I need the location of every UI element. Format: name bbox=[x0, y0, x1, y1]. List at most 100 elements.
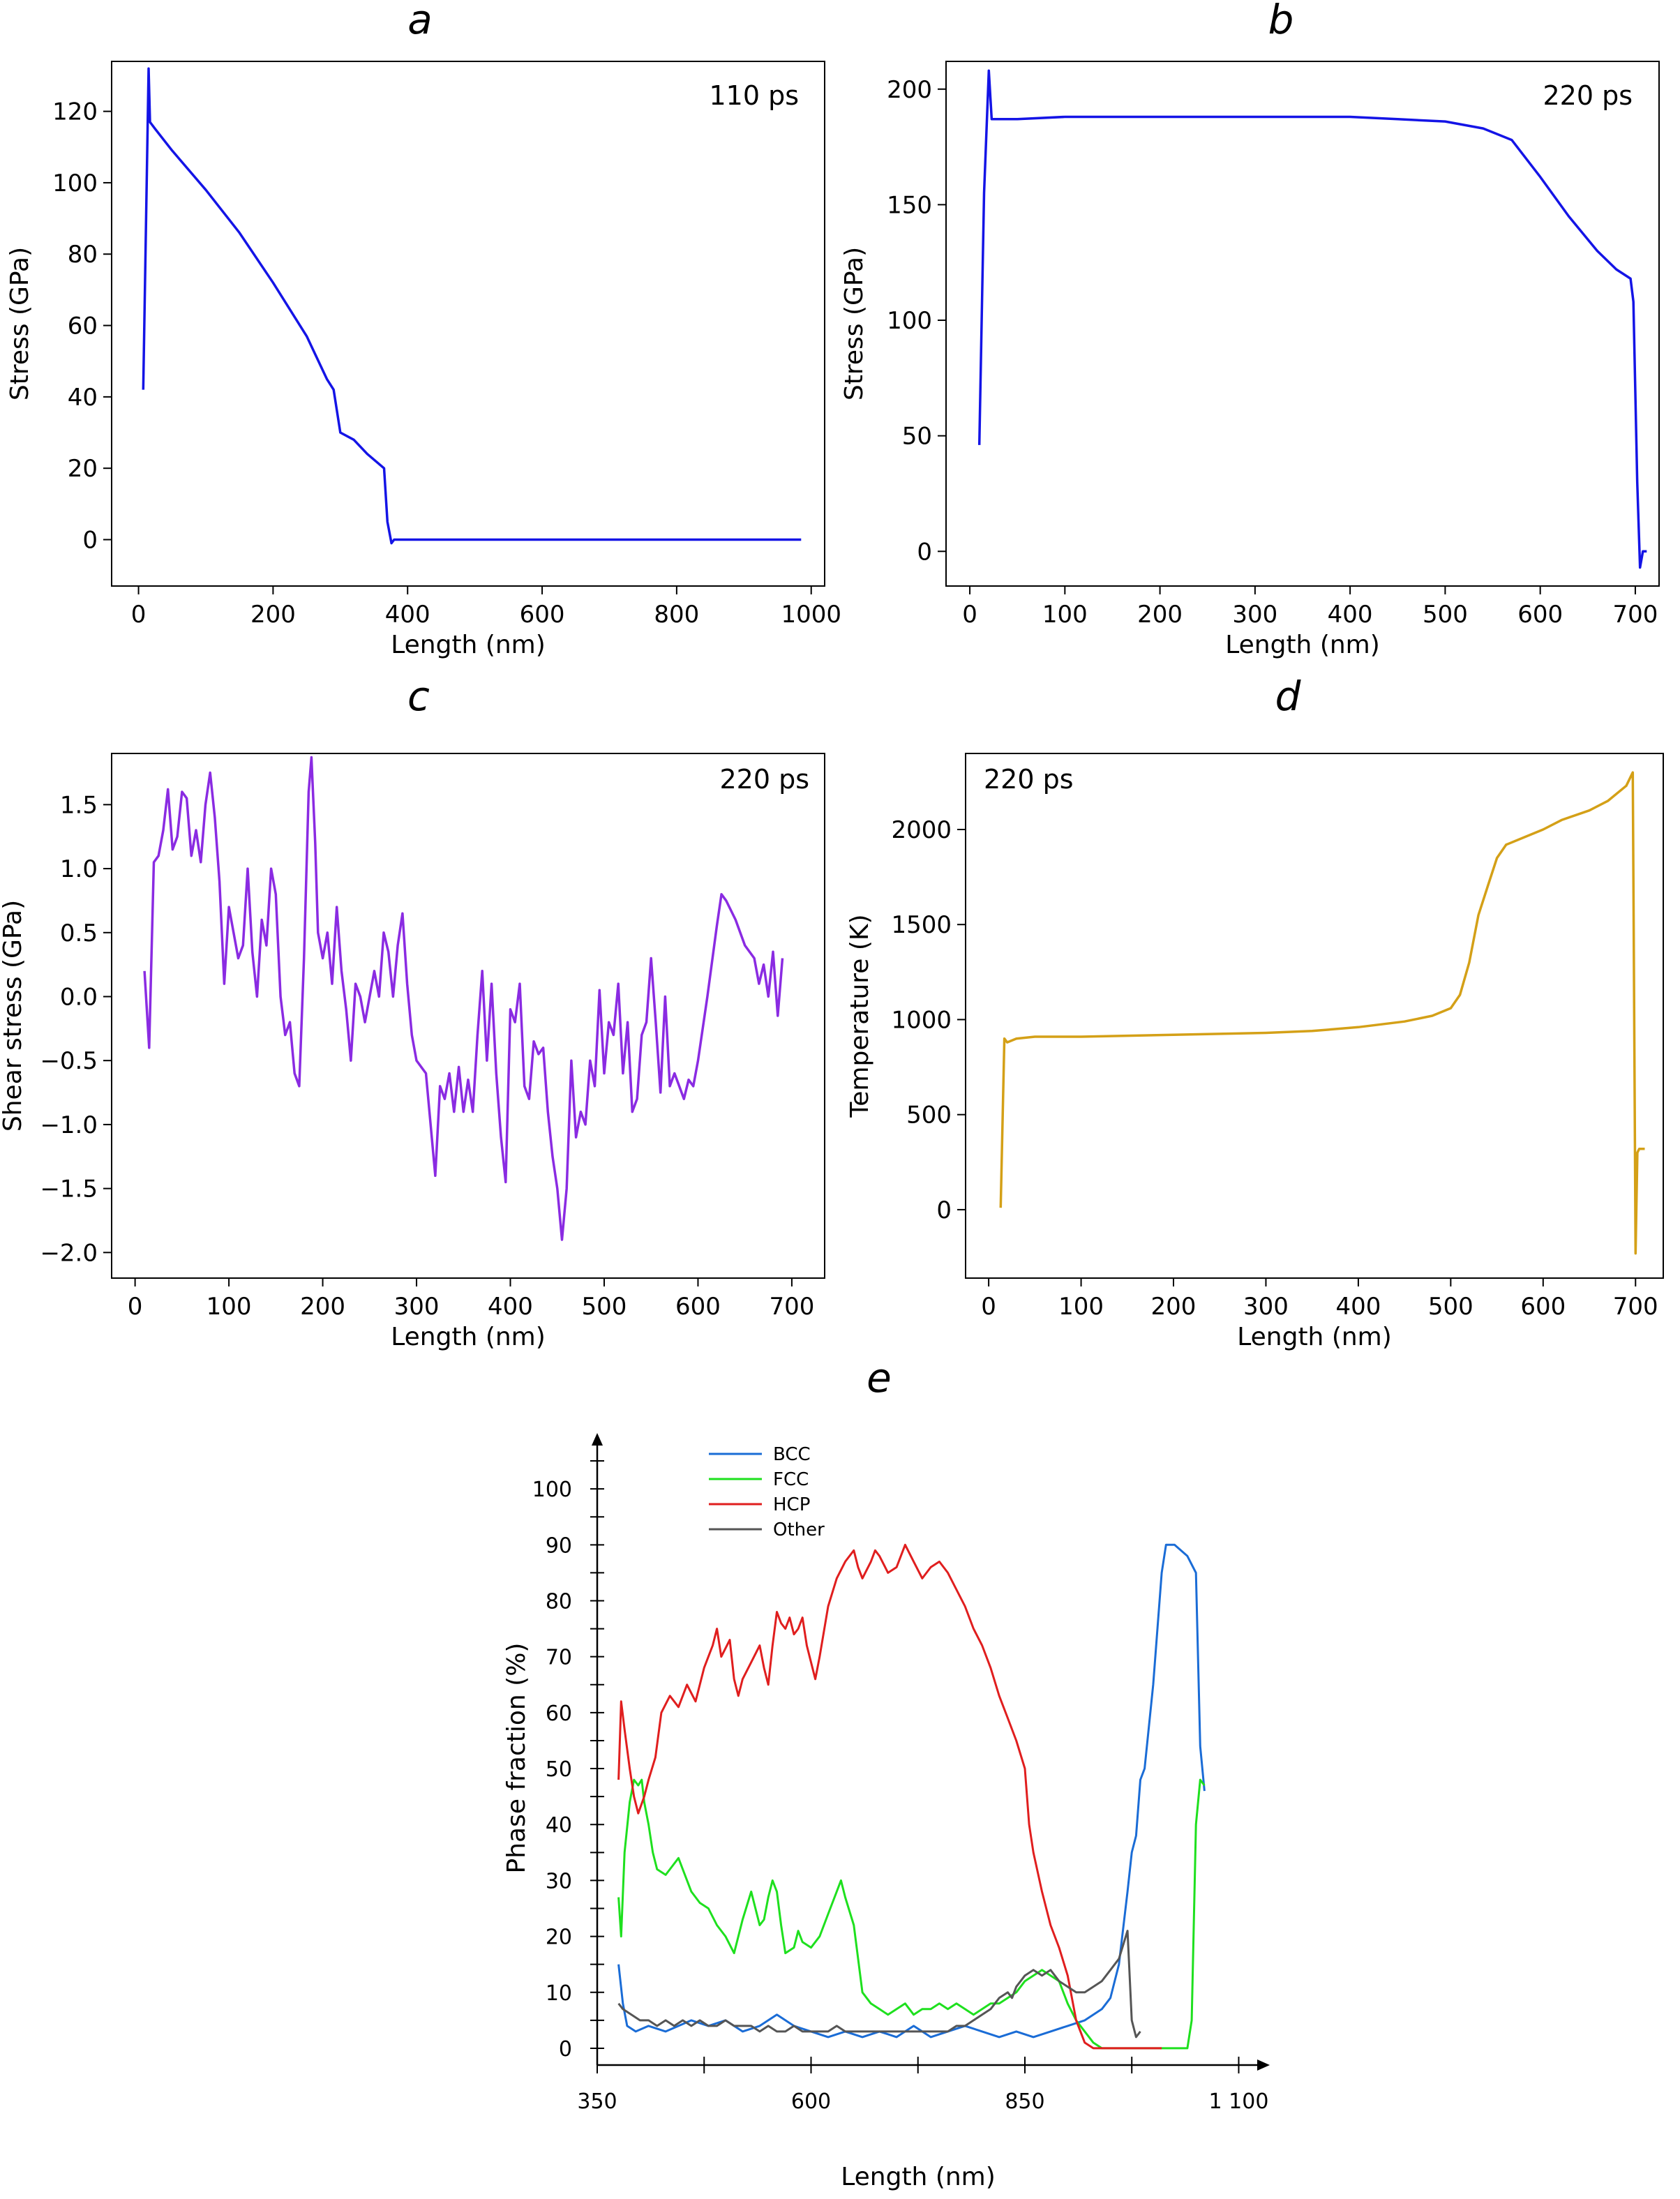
x-tick-label: 600 bbox=[1517, 601, 1563, 629]
x-axis-label: Length (nm) bbox=[841, 2163, 996, 2191]
y-tick-label: 120 bbox=[52, 98, 98, 126]
legend: BCC FCC HCP Other bbox=[709, 1444, 825, 1540]
panel-d: d 0 100 200 300 400 500 600 700 0 500 1000 1500 2000 L… bbox=[846, 673, 1664, 1351]
x-tick-label: 400 bbox=[488, 1293, 533, 1321]
panel-label: e bbox=[867, 1354, 892, 1402]
x-tick-label: 700 bbox=[1612, 601, 1658, 629]
x-tick-label: 0 bbox=[962, 601, 977, 629]
y-tick-label: 40 bbox=[68, 384, 98, 412]
x-tick-label: 600 bbox=[520, 601, 565, 629]
y-tick-label: 1.5 bbox=[60, 791, 98, 819]
x-tick-label: 500 bbox=[1423, 601, 1468, 629]
panel-c: c 0 100 200 300 400 500 600 700 −2.0 −1.5 −1.0 −0.5 0… bbox=[0, 673, 825, 1351]
panel-label: b bbox=[1268, 0, 1294, 43]
y-tick-label: 100 bbox=[887, 307, 932, 335]
series-line-b bbox=[977, 69, 1647, 569]
y-tick-label: 80 bbox=[68, 241, 98, 269]
x-tick-label: 500 bbox=[582, 1293, 627, 1321]
series-line-fcc bbox=[617, 1778, 1206, 2050]
x-tick-label: 850 bbox=[1005, 2089, 1044, 2114]
x-tick-label: 600 bbox=[791, 2089, 831, 2114]
y-tick-label: 200 bbox=[887, 76, 932, 104]
y-tick-label: 0 bbox=[936, 1196, 952, 1224]
x-tick-label: 300 bbox=[394, 1293, 440, 1321]
x-tick-label: 400 bbox=[385, 601, 430, 629]
series-line-a bbox=[142, 67, 802, 545]
x-tick-label: 700 bbox=[769, 1293, 814, 1321]
y-tick-label: 100 bbox=[532, 1478, 572, 1502]
y-tick-label: 40 bbox=[546, 1813, 572, 1838]
y-tick-label: 100 bbox=[52, 170, 98, 197]
x-tick-label: 200 bbox=[1137, 601, 1183, 629]
time-annotation: 110 ps bbox=[709, 80, 799, 111]
time-annotation: 220 ps bbox=[1543, 80, 1633, 111]
y-tick-label: 10 bbox=[546, 1981, 572, 2006]
y-tick-label: −0.5 bbox=[40, 1047, 98, 1075]
x-tick-label: 200 bbox=[250, 601, 296, 629]
time-annotation: 220 ps bbox=[984, 764, 1074, 795]
plot-frame bbox=[945, 61, 1660, 587]
y-tick-label: 50 bbox=[902, 423, 932, 451]
y-tick-label: 0.5 bbox=[60, 920, 98, 947]
x-tick-label: 600 bbox=[1520, 1293, 1566, 1321]
y-tick-label: 0 bbox=[82, 526, 98, 554]
x-tick-label: 1000 bbox=[781, 601, 841, 629]
panel-label: c bbox=[407, 673, 430, 720]
panel-a: a 0 200 400 600 800 1000 0 20 40 60 80 100 120 Length … bbox=[6, 0, 841, 659]
y-tick-label: 1500 bbox=[891, 911, 952, 939]
y-tick-label: 0 bbox=[917, 538, 932, 566]
series-line-hcp bbox=[617, 1543, 1162, 2050]
legend-label: Other bbox=[773, 1519, 825, 1540]
y-axis-label: Phase fraction (%) bbox=[502, 1643, 531, 1874]
x-tick-label: 100 bbox=[1042, 601, 1088, 629]
y-axis-label: Stress (GPa) bbox=[6, 247, 34, 400]
x-tick-label: 0 bbox=[981, 1293, 996, 1321]
x-axis-label: Length (nm) bbox=[391, 1323, 546, 1351]
panel-label: d bbox=[1275, 673, 1302, 720]
y-tick-label: 60 bbox=[68, 313, 98, 340]
x-axis-label: Length (nm) bbox=[1237, 1323, 1392, 1351]
y-tick-label: 50 bbox=[546, 1757, 572, 1782]
y-tick-label: 0 bbox=[559, 2037, 572, 2062]
x-axis-label: Length (nm) bbox=[391, 631, 546, 659]
y-axis-arrow bbox=[592, 1433, 603, 1446]
y-tick-label: 80 bbox=[546, 1590, 572, 1614]
y-tick-label: 1.0 bbox=[60, 855, 98, 883]
panel-b: b 0 100 200 300 400 500 600 700 0 50 100 150 200 Lengt… bbox=[840, 0, 1660, 659]
legend-label: BCC bbox=[773, 1444, 811, 1465]
y-tick-label: 150 bbox=[887, 191, 932, 219]
x-tick-label: 100 bbox=[1058, 1293, 1104, 1321]
x-tick-label: 600 bbox=[675, 1293, 721, 1321]
y-axis-label: Shear stress (GPa) bbox=[0, 900, 27, 1132]
y-tick-label: 30 bbox=[546, 1869, 572, 1893]
y-axis-label: Stress (GPa) bbox=[840, 247, 869, 400]
x-tick-label: 100 bbox=[207, 1293, 252, 1321]
y-tick-label: −2.0 bbox=[40, 1239, 98, 1267]
x-axis-label: Length (nm) bbox=[1225, 631, 1380, 659]
y-tick-label: 70 bbox=[546, 1646, 572, 1670]
series-line-bcc bbox=[617, 1543, 1206, 2039]
x-tick-label: 400 bbox=[1328, 601, 1373, 629]
x-axis-arrow bbox=[1257, 2059, 1270, 2071]
legend-label: FCC bbox=[773, 1469, 809, 1490]
x-tick-label: 0 bbox=[131, 601, 147, 629]
series-line-c bbox=[143, 756, 784, 1241]
panel-label: a bbox=[407, 0, 433, 43]
x-tick-label: 800 bbox=[654, 601, 699, 629]
y-tick-label: 0.0 bbox=[60, 983, 98, 1011]
y-tick-label: 20 bbox=[546, 1926, 572, 1950]
y-tick-label: −1.0 bbox=[40, 1111, 98, 1139]
x-tick-label: 1 100 bbox=[1209, 2089, 1269, 2114]
y-tick-label: 90 bbox=[546, 1533, 572, 1558]
x-tick-label: 700 bbox=[1613, 1293, 1658, 1321]
y-tick-label: 20 bbox=[68, 455, 98, 483]
y-tick-label: −1.5 bbox=[40, 1176, 98, 1203]
series-line-other bbox=[617, 1930, 1141, 2039]
plot-frame bbox=[965, 753, 1664, 1279]
x-tick-label: 300 bbox=[1243, 1293, 1289, 1321]
y-tick-label: 60 bbox=[546, 1702, 572, 1726]
y-tick-label: 2000 bbox=[891, 816, 952, 844]
x-tick-label: 200 bbox=[1151, 1293, 1197, 1321]
x-tick-label: 350 bbox=[577, 2089, 617, 2114]
